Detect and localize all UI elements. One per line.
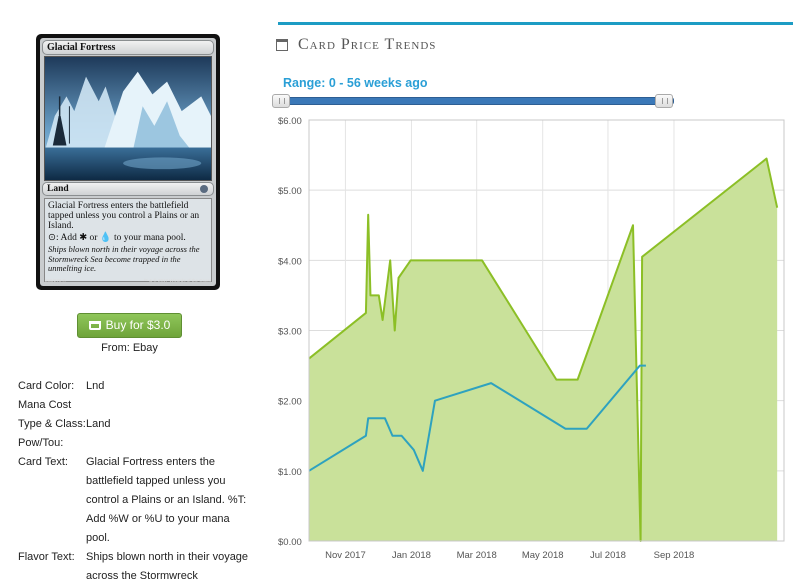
info-label: Pow/Tou: [18,437,64,449]
price-chart: $0.00 $1.00 $2.00 $3.00 $4.00 $5.00 $6.00 Nov 2… [276,113,791,583]
x-tick-label: Mar 2018 [457,550,497,561]
set-symbol-icon [200,185,208,193]
y-tick-label: $6.00 [278,116,302,127]
info-value [86,434,251,453]
info-label: Type & Class: [18,418,86,430]
card-type-text: Land [47,184,69,194]
info-label: Flavor Text: [18,551,75,563]
series-area-fill [309,158,778,541]
info-value: Glacial Fortress enters the battlefield … [86,456,247,544]
y-tick-label: $0.00 [278,537,302,548]
info-value: Ships blown north in their voyage across… [86,551,249,582]
info-row-type: Type & Class: Land [18,415,258,434]
info-row-flavor-text: Flavor Text: Ships blown north in their … [18,548,258,583]
buy-source: From: Ebay [101,342,158,354]
card-name: Glacial Fortress [42,40,214,55]
x-tick-label: Jan 2018 [392,550,431,561]
y-tick-label: $5.00 [278,186,302,197]
info-row-card-text: Card Text: Glacial Fortress enters the b… [18,453,258,548]
info-value: Land [86,418,111,430]
range-slider[interactable] [272,97,674,105]
card-image: Glacial Fortress [36,34,220,290]
series-line [308,364,646,472]
x-tick-label: Sep 2018 [654,550,695,561]
card-mana-ability-text: : Add ✱ or 💧 to your mana pool. [55,233,186,243]
price-chart-svg: $0.00 $1.00 $2.00 $3.00 $4.00 $5.00 $6.00 Nov 2… [278,116,785,561]
info-label: Card Color: [18,380,75,392]
range-slider-max-handle[interactable] [655,94,673,108]
y-tick-label: $3.00 [278,327,302,338]
buy-button-label: Buy for $3.0 [105,318,171,332]
x-tick-label: Jul 2018 [590,550,626,561]
x-tick-label: May 2018 [522,550,564,561]
info-value: Lnd [86,380,105,392]
range-label: Range: 0 - 56 weeks ago [283,76,428,90]
tap-symbol-icon: ⊙ [48,233,56,243]
card-footer: 255/279 R ™ & © 2017 Wizards of the Coas… [44,277,212,285]
y-tick-label: $2.00 [278,397,302,408]
card-copyright: ™ & © 2017 Wizards of the Coast [143,278,211,283]
series-area-line [308,157,779,542]
card-mana-ability: ⊙: Add ✱ or 💧 to your mana pool. [48,233,208,243]
card-textbox: Glacial Fortress enters the battlefield … [44,198,212,282]
card-info: Card Color: Lnd Mana Cost Type & Class: … [18,377,258,583]
y-tick-label: $4.00 [278,256,302,267]
card-art [44,56,212,181]
info-label: Card Text: [18,456,68,468]
plot-border [308,119,785,542]
y-tick-label: $1.00 [278,467,302,478]
buy-button[interactable]: Buy for $3.0 [77,313,182,338]
section-divider [278,22,793,25]
info-row-pow-tou: Pow/Tou: [18,434,258,453]
x-tick-label: Nov 2017 [325,550,366,561]
section-title-text: Card Price Trends [298,36,437,53]
card-rules-text: Glacial Fortress enters the battlefield … [48,201,200,231]
card-collector-number: 255/279 R [45,278,66,283]
info-row-color: Card Color: Lnd [18,377,258,396]
range-slider-min-handle[interactable] [272,94,290,108]
section-title: Card Price Trends [276,34,436,56]
card-type-line: Land [42,182,214,196]
info-row-mana-cost: Mana Cost [18,396,258,415]
info-value [86,396,251,415]
card-frame: Glacial Fortress [40,38,216,286]
calendar-icon [276,39,288,51]
shopping-cart-icon [88,321,101,330]
info-label: Mana Cost [18,399,72,411]
card-flavor-text: Ships blown north in their voyage across… [48,244,200,273]
